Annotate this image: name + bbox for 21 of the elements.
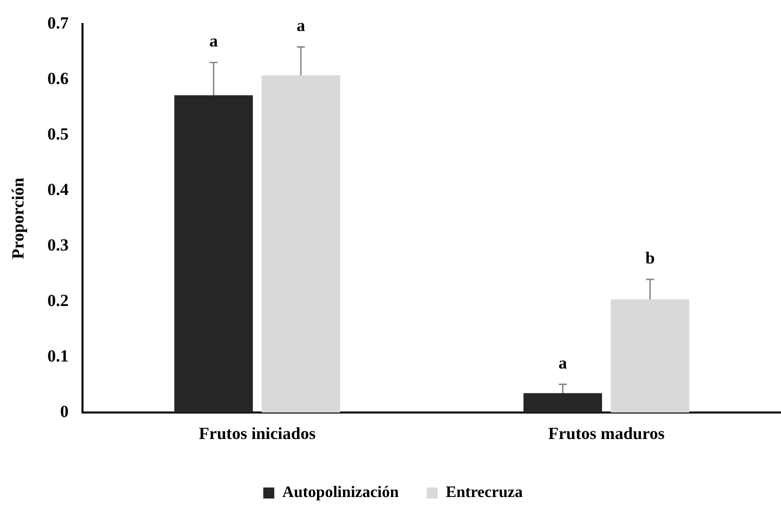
legend-label: Entrecruza (446, 484, 523, 502)
y-tick-label: 0.3 (47, 236, 69, 255)
annotation: a (558, 353, 568, 372)
bar (262, 75, 340, 413)
legend-label: Autopolinización (282, 484, 399, 502)
y-tick-label: 0.1 (47, 346, 69, 366)
bar (523, 393, 602, 413)
y-tick-label: 0.5 (47, 124, 69, 144)
x-tick-label: Frutos maduros (548, 424, 665, 444)
annotation: b (645, 248, 655, 268)
y-tick-label: 0.4 (47, 180, 70, 200)
bar (174, 95, 253, 413)
annotation: a (209, 31, 218, 50)
bar (610, 299, 690, 413)
y-axis-title: Proporción (8, 177, 28, 260)
y-tick-label: 0 (60, 402, 69, 421)
x-tick-label: Frutos iniciados (198, 424, 316, 444)
annotation: a (296, 16, 306, 35)
y-tick-label: 0.2 (47, 291, 69, 310)
y-tick-label: 0.7 (47, 14, 70, 33)
y-tick-label: 0.6 (47, 69, 69, 88)
